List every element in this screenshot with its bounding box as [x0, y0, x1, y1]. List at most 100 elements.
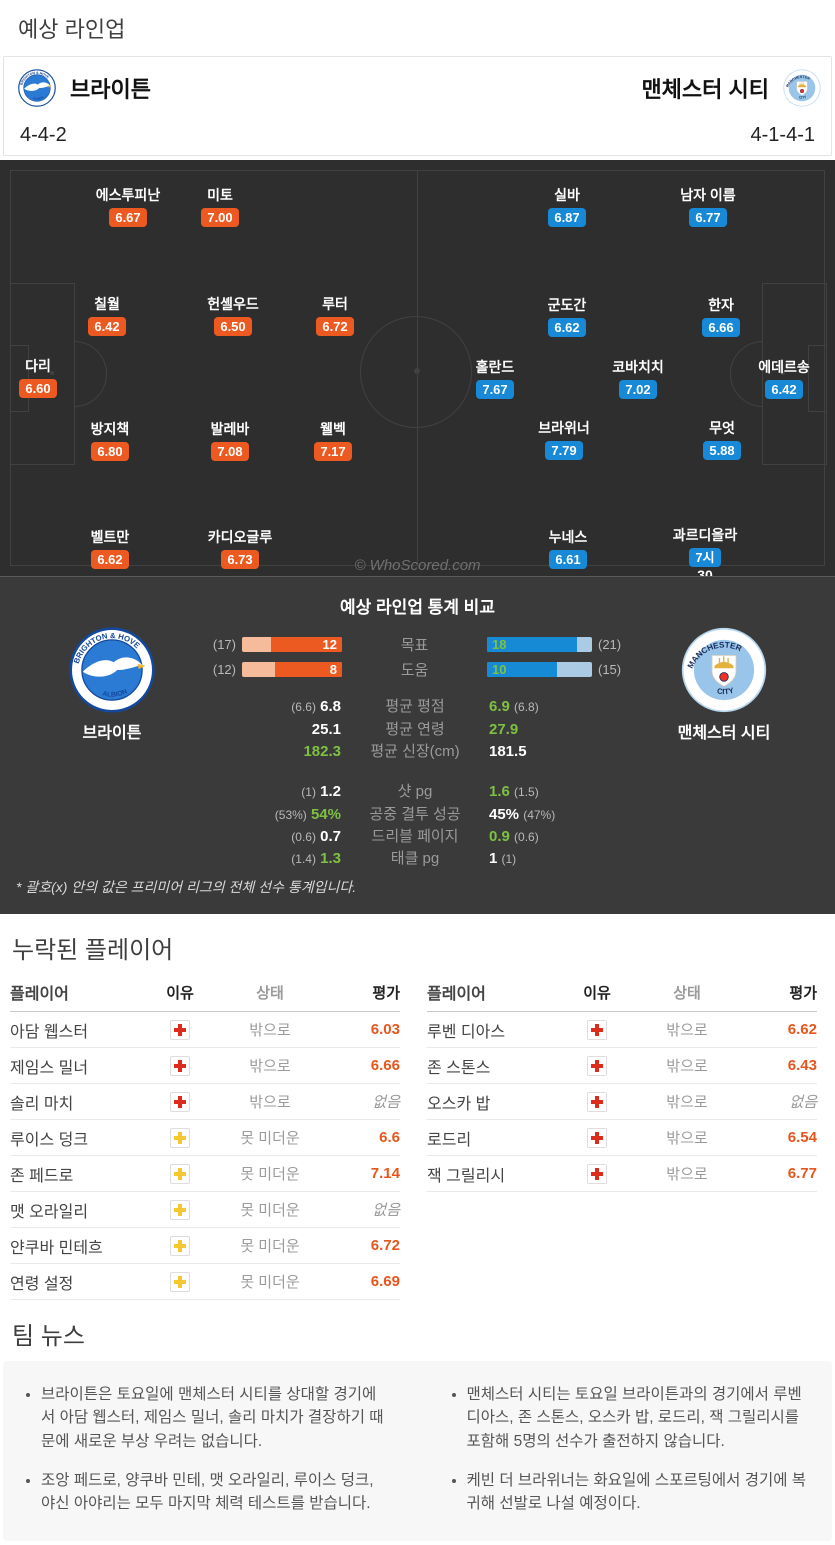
player-name: 에데르송: [758, 359, 810, 375]
reason-cell: [567, 1163, 627, 1184]
injury-cross-icon: [587, 1055, 607, 1076]
missing-player-name[interactable]: 루벤 디아스: [427, 1023, 506, 1041]
predicted-lineups-page: 예상 라인업 BRIGHTON & HOVE ALBION 브라이튼 맨체스터 시…: [0, 12, 835, 1542]
away-team-name[interactable]: 맨체스터 시티: [641, 77, 769, 102]
away-player[interactable]: 브라위너 7.79: [504, 420, 624, 460]
missing-player-name[interactable]: 솔리 마치: [10, 1095, 74, 1113]
match-header-card: BRIGHTON & HOVE ALBION 브라이튼 맨체스터 시티 MANCH…: [3, 56, 832, 156]
home-player[interactable]: 에스투피난 6.67: [68, 187, 188, 227]
missing-player-name[interactable]: 루이스 덩크: [10, 1131, 89, 1149]
missing-player-status: 밖으로: [666, 1166, 708, 1183]
missing-player-name[interactable]: 존 페드로: [10, 1167, 74, 1185]
missing-player-name[interactable]: 존 스톤스: [427, 1059, 491, 1077]
missing-player-name[interactable]: 잭 그릴리시: [427, 1167, 506, 1185]
home-player[interactable]: 발레바 7.08: [170, 421, 290, 461]
col-rating: 평가: [789, 984, 817, 1002]
home-player[interactable]: 루터 6.72: [275, 296, 395, 336]
player-rating-badge: 6.50: [214, 317, 252, 336]
home-player[interactable]: 방지책 6.80: [50, 421, 170, 461]
home-bar: 8: [242, 662, 342, 677]
missing-player-status: 못 미더운: [240, 1274, 300, 1291]
stats-away-team-label: 맨체스터 시티: [677, 725, 771, 742]
team-news-item: 맨체스터 시티는 토요일 브라이튼과의 경기에서 루벤 디아스, 존 스톤스, …: [467, 1383, 815, 1453]
missing-player-row: 맷 오라일리 못 미더운 없음: [10, 1192, 400, 1228]
missing-player-name[interactable]: 맷 오라일리: [10, 1203, 89, 1221]
pitch-center-circle: [360, 316, 472, 428]
away-player[interactable]: 누네스 6.61: [508, 529, 628, 569]
missing-player-row: 루벤 디아스 밖으로 6.62: [427, 1012, 817, 1048]
player-rating-badge: 6.62: [548, 318, 586, 337]
player-name: 미토: [207, 187, 233, 203]
missing-players-header-row: 플레이어 이유 상태 평가: [10, 973, 400, 1012]
missing-player-row: 오스카 밥 밖으로 없음: [427, 1084, 817, 1120]
home-formation: 4-4-2: [20, 124, 67, 146]
injury-cross-icon: [587, 1163, 607, 1184]
away-player[interactable]: 코바치치 7.02: [578, 359, 698, 399]
player-rating-badge: 6.67: [109, 208, 147, 227]
stat-row: (1) 1.2 샷 pg 1.6 (1.5): [0, 783, 835, 801]
player-rating-badge: 7시: [689, 548, 721, 567]
home-player[interactable]: 미토 7.00: [160, 187, 280, 227]
home-player[interactable]: 벨트만 6.62: [50, 529, 170, 569]
away-stat-value: 0.9 (0.6): [489, 828, 539, 845]
player-name: 실바: [554, 187, 580, 203]
missing-players-header-row: 플레이어 이유 상태 평가: [427, 973, 817, 1012]
away-player[interactable]: 실바 6.87: [507, 187, 627, 227]
svg-text:CITY: CITY: [716, 686, 735, 697]
doubtful-cross-icon: [170, 1127, 190, 1148]
stat-bar-label: 목표: [400, 637, 429, 654]
player-rating-badge: 7.17: [314, 442, 352, 461]
home-stat-value: (53%) 54%: [274, 806, 341, 823]
away-player[interactable]: 에데르송 6.42: [724, 359, 835, 399]
player-name: 과르디올라: [672, 527, 738, 543]
injury-cross-icon: [587, 1019, 607, 1040]
missing-player-status: 못 미더운: [240, 1130, 300, 1147]
missing-player-name[interactable]: 연령 설정: [10, 1275, 74, 1293]
missing-player-status: 밖으로: [249, 1058, 291, 1075]
missing-player-rating: 6.43: [787, 1057, 817, 1074]
home-player[interactable]: 헌셸우드 6.50: [173, 296, 293, 336]
pitch-center-spot: [414, 368, 420, 374]
away-player[interactable]: 군도간 6.62: [507, 297, 627, 337]
home-player[interactable]: 웰벡 7.17: [273, 421, 393, 461]
reason-cell: [567, 1127, 627, 1148]
home-player[interactable]: 카디오글루 6.73: [180, 529, 300, 569]
stat-bar-label: 도움: [400, 662, 429, 679]
home-team-name[interactable]: 브라이튼: [70, 77, 151, 102]
missing-player-name[interactable]: 아담 웹스터: [10, 1023, 89, 1041]
reason-cell: [150, 1091, 210, 1112]
missing-player-name[interactable]: 얀쿠바 민테흐: [10, 1239, 103, 1257]
home-stat-value: 182.3: [303, 743, 341, 760]
away-player[interactable]: 남자 이름 6.77: [648, 187, 768, 227]
team-news-home-list: 브라이튼은 토요일에 맨체스터 시티를 상대할 경기에서 아담 웹스터, 제임스…: [21, 1383, 389, 1531]
reason-cell: [567, 1091, 627, 1112]
missing-player-name[interactable]: 오스카 밥: [427, 1095, 491, 1113]
player-rating-badge: 7.08: [211, 442, 249, 461]
home-stat-value: (1) 1.2: [301, 783, 341, 800]
away-stat-value: 1.6 (1.5): [489, 783, 539, 800]
missing-player-row: 솔리 마치 밖으로 없음: [10, 1084, 400, 1120]
injury-cross-icon: [587, 1127, 607, 1148]
missing-player-name[interactable]: 제임스 밀너: [10, 1059, 89, 1077]
col-player: 플레이어: [10, 986, 69, 1003]
missing-player-row: 존 페드로 못 미더운 7.14: [10, 1156, 400, 1192]
home-player[interactable]: 다리 6.60: [0, 358, 98, 398]
away-player[interactable]: 무엇 5.88: [662, 420, 782, 460]
missing-player-name[interactable]: 로드리: [427, 1131, 472, 1149]
away-player[interactable]: 홀란드 7.67: [435, 359, 555, 399]
missing-player-status: 밖으로: [249, 1022, 291, 1039]
missing-players-table-home: 플레이어 이유 상태 평가 아담 웹스터 밖으로 6.03 제임스 밀너 밖으로 6.66 솔리 마…: [10, 973, 400, 1300]
away-stat-value: 6.9 (6.8): [489, 698, 539, 715]
player-rating-badge: 6.77: [689, 208, 727, 227]
reason-cell: [150, 1235, 210, 1256]
stats-title: 예상 라인업 통계 비교: [340, 598, 495, 617]
away-player[interactable]: 한자 6.66: [661, 297, 781, 337]
missing-player-rating: 6.66: [370, 1057, 400, 1074]
missing-player-rating: 6.77: [787, 1165, 817, 1182]
missing-player-rating: 6.72: [370, 1237, 400, 1254]
stat-label: 공중 결투 성공: [369, 806, 461, 823]
missing-player-row: 존 스톤스 밖으로 6.43: [427, 1048, 817, 1084]
home-player[interactable]: 칠월 6.42: [47, 296, 167, 336]
player-rating-badge: 6.73: [221, 550, 259, 569]
away-bar-paren: (15): [598, 662, 622, 677]
